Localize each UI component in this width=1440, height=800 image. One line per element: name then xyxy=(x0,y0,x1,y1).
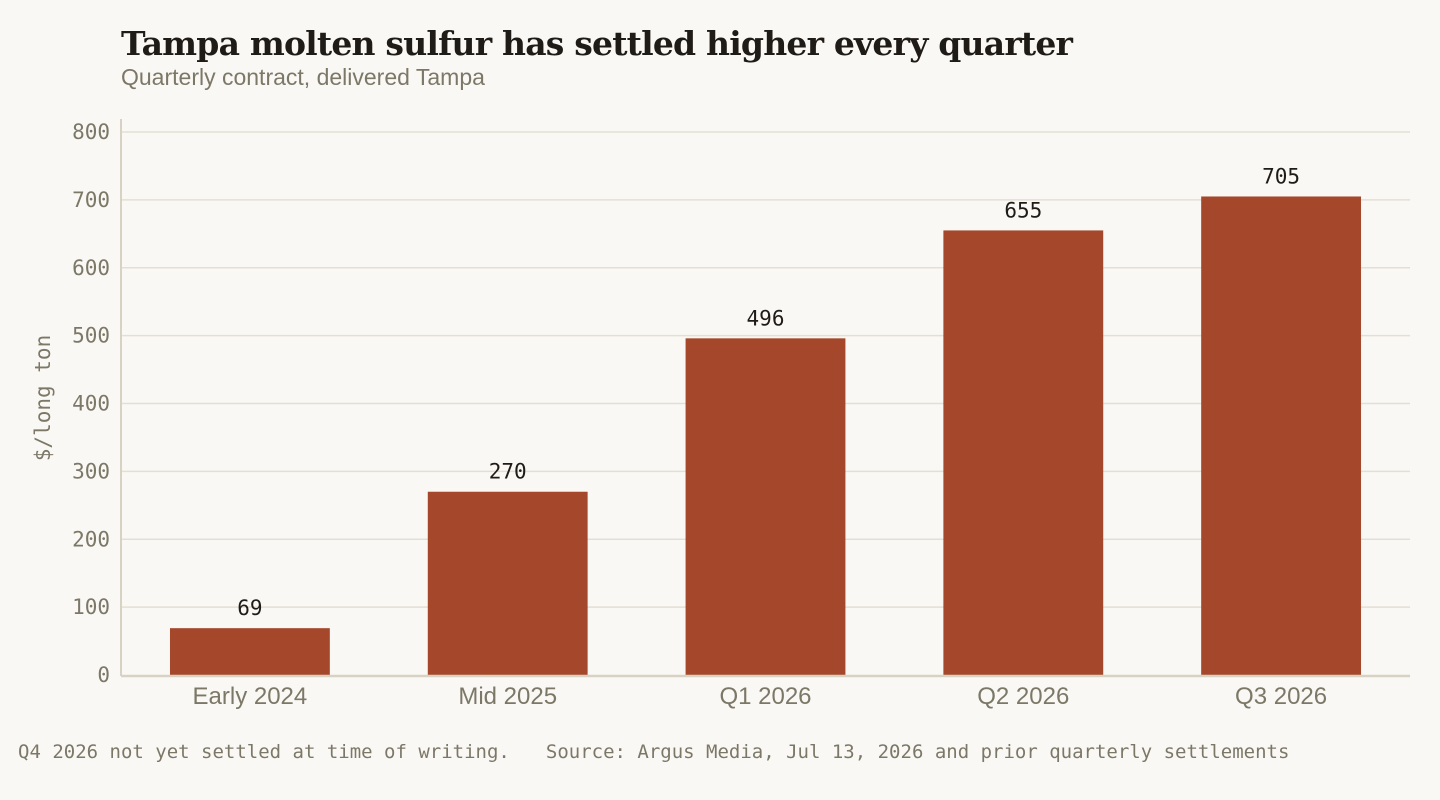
data-label: 270 xyxy=(489,460,527,484)
data-label: 655 xyxy=(1004,198,1042,222)
labels: 0 100 200 300 400 500 600 700 800 69 Early 2024 270… xyxy=(72,120,1327,710)
footer-source: Source: Argus Media, Jul 13, 2026 and pr… xyxy=(545,741,1290,763)
x-tick-label: Q2 2026 xyxy=(977,683,1069,710)
bar xyxy=(427,491,588,675)
bar xyxy=(1201,196,1362,675)
bar-chart: 0 100 200 300 400 500 600 700 800 69 Early 2024 270… xyxy=(31,119,1410,710)
x-tick-label: Early 2024 xyxy=(193,683,308,710)
chart-subtitle: Quarterly contract, delivered Tampa xyxy=(121,64,485,90)
chart-title: Tampa molten sulfur has settled higher e… xyxy=(121,24,1073,63)
y-tick-label: 300 xyxy=(72,459,110,483)
bar xyxy=(685,338,846,675)
data-label: 496 xyxy=(747,306,785,330)
bar xyxy=(169,628,330,675)
y-tick-label: 400 xyxy=(72,392,110,416)
y-axis-label: $/long ton xyxy=(31,335,55,461)
y-tick-label: 200 xyxy=(72,527,110,551)
x-tick-label: Q3 2026 xyxy=(1235,683,1327,710)
data-label: 705 xyxy=(1262,164,1300,188)
axes xyxy=(120,119,1410,678)
y-tick-label: 500 xyxy=(72,324,110,348)
bar xyxy=(943,230,1104,675)
y-tick-label: 0 xyxy=(97,663,110,687)
x-tick-label: Mid 2025 xyxy=(458,683,557,710)
chart-footer: Q4 2026 not yet settled at time of writi… xyxy=(18,739,1298,765)
x-tick-label: Q1 2026 xyxy=(719,683,811,710)
y-tick-label: 800 xyxy=(72,120,110,144)
y-tick-label: 100 xyxy=(72,595,110,619)
bars xyxy=(169,196,1362,675)
footer-note: Q4 2026 not yet settled at time of writi… xyxy=(18,741,510,763)
y-tick-label: 600 xyxy=(72,256,110,280)
data-label: 69 xyxy=(237,596,262,620)
y-tick-label: 700 xyxy=(72,188,110,212)
